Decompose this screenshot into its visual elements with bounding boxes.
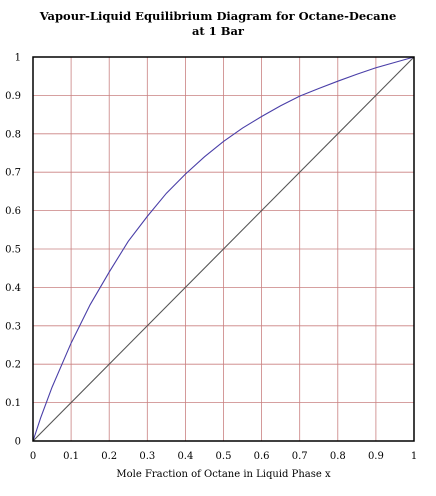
y-tick-label: 0.6 [5,206,21,217]
x-tick-label: 0.7 [292,451,308,462]
x-axis-label: Mole Fraction of Octane in Liquid Phase … [116,469,331,480]
x-tick-label: 1 [411,451,417,462]
y-tick-label: 0.2 [5,360,21,371]
plot-frame [32,56,415,442]
x-tick-label: 0.5 [216,451,232,462]
chart-title-line-2: at 1 Bar [192,24,245,38]
y-tick-label: 1 [15,53,21,64]
x-tick-label: 0 [30,451,36,462]
x-tick-label: 0.1 [63,451,79,462]
x-tick-label: 0.4 [177,451,193,462]
y-tick-label: 0.4 [5,283,21,294]
y-tick-label: 0.5 [5,245,21,256]
y-tick-label: 0.8 [5,129,21,140]
tick-labels: 0 0.1 0.2 0.3 0.4 0.5 0.6 0.7 0.8 0.9 1 0 0.1 0.2 0.3 0… [5,53,417,463]
x-tick-label: 0.6 [254,451,270,462]
y-tick-label: 0.1 [5,398,21,409]
y-tick-label: 0.9 [5,91,21,102]
y-tick-label: 0.7 [5,168,21,179]
y-tick-label: 0 [15,437,21,448]
diagonal-reference-line [32,56,415,442]
chart-title-line-1: Vapour-Liquid Equilibrium Diagram for Oc… [39,9,397,23]
x-tick-label: 0.2 [101,451,117,462]
x-tick-label: 0.9 [368,451,384,462]
y-tick-label: 0.3 [5,321,21,332]
series-layer [32,56,415,442]
equilibrium-curve [32,56,415,442]
x-tick-label: 0.8 [330,451,346,462]
x-tick-label: 0.3 [139,451,155,462]
